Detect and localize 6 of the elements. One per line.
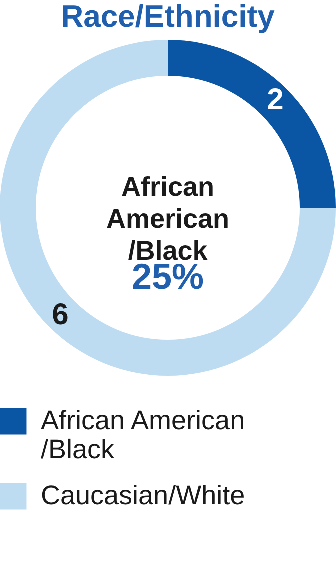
legend-label: Caucasian/White bbox=[41, 480, 246, 510]
data-label: 6 bbox=[52, 298, 69, 332]
donut-slice bbox=[0, 40, 336, 376]
legend-label: African American /Black bbox=[41, 406, 246, 464]
chart-title: Race/Ethnicity bbox=[61, 0, 276, 34]
data-label: 2 bbox=[267, 84, 284, 117]
